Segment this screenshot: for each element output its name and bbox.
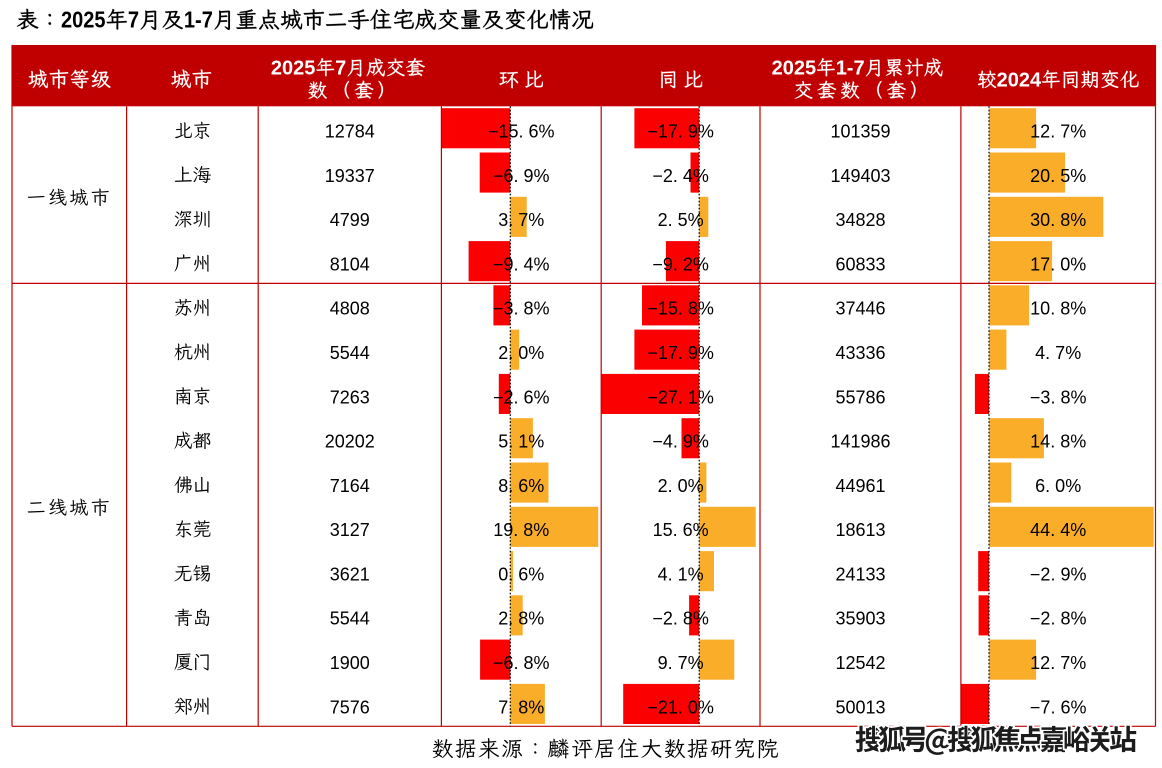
svg-text:2025: 2025 bbox=[271, 57, 316, 79]
svg-text:−3. 8%: −3. 8% bbox=[1030, 387, 1087, 407]
svg-text:7: 7 bbox=[335, 57, 346, 79]
svg-text:149403: 149403 bbox=[830, 166, 890, 186]
svg-text:14. 8%: 14. 8% bbox=[1030, 432, 1086, 452]
svg-text:3127: 3127 bbox=[330, 520, 370, 540]
svg-text:20. 5%: 20. 5% bbox=[1030, 166, 1086, 186]
svg-text:4808: 4808 bbox=[330, 299, 370, 319]
svg-text:−15. 8%: −15. 8% bbox=[647, 299, 714, 319]
svg-text:−2. 9%: −2. 9% bbox=[1030, 565, 1087, 585]
svg-text:7: 7 bbox=[128, 6, 139, 32]
svg-text:−9. 2%: −9. 2% bbox=[652, 255, 709, 275]
svg-text:−2. 4%: −2. 4% bbox=[652, 166, 709, 186]
svg-text:9. 7%: 9. 7% bbox=[658, 653, 704, 673]
svg-text:7164: 7164 bbox=[330, 476, 370, 496]
svg-text:1-7: 1-7 bbox=[184, 6, 213, 32]
svg-text:43336: 43336 bbox=[835, 343, 885, 363]
svg-text:2025: 2025 bbox=[772, 57, 817, 79]
svg-text:1900: 1900 bbox=[330, 653, 370, 673]
svg-text:30. 8%: 30. 8% bbox=[1030, 210, 1086, 230]
svg-text:2025: 2025 bbox=[61, 6, 106, 32]
svg-text:7263: 7263 bbox=[330, 387, 370, 407]
svg-text:2. 8%: 2. 8% bbox=[498, 609, 544, 629]
svg-text:−17. 9%: −17. 9% bbox=[647, 343, 714, 363]
svg-text:37446: 37446 bbox=[835, 299, 885, 319]
svg-text:10. 8%: 10. 8% bbox=[1030, 299, 1086, 319]
svg-text:−27. 1%: −27. 1% bbox=[647, 387, 714, 407]
svg-text:18613: 18613 bbox=[835, 520, 885, 540]
svg-text:15. 6%: 15. 6% bbox=[653, 520, 709, 540]
svg-text:141986: 141986 bbox=[830, 432, 890, 452]
svg-text:35903: 35903 bbox=[835, 609, 885, 629]
svg-text:5544: 5544 bbox=[330, 609, 370, 629]
svg-text:5544: 5544 bbox=[330, 343, 370, 363]
svg-text:0. 6%: 0. 6% bbox=[498, 565, 544, 585]
svg-text:−15. 6%: −15. 6% bbox=[488, 122, 555, 142]
svg-text:4. 7%: 4. 7% bbox=[1035, 343, 1081, 363]
svg-text:12784: 12784 bbox=[325, 122, 375, 142]
svg-text:−2. 8%: −2. 8% bbox=[652, 609, 709, 629]
svg-text:−4. 9%: −4. 9% bbox=[652, 432, 709, 452]
svg-text:24133: 24133 bbox=[835, 565, 885, 585]
svg-text:44. 4%: 44. 4% bbox=[1030, 520, 1086, 540]
svg-text:3. 7%: 3. 7% bbox=[498, 210, 544, 230]
svg-text:2. 0%: 2. 0% bbox=[658, 476, 704, 496]
svg-text:101359: 101359 bbox=[830, 122, 890, 142]
svg-text:2. 5%: 2. 5% bbox=[658, 210, 704, 230]
svg-text:−3. 8%: −3. 8% bbox=[493, 299, 550, 319]
svg-text:2024: 2024 bbox=[997, 69, 1042, 91]
svg-text:8. 6%: 8. 6% bbox=[498, 476, 544, 496]
svg-text:−9. 4%: −9. 4% bbox=[493, 255, 550, 275]
svg-text:−21. 0%: −21. 0% bbox=[647, 697, 714, 717]
svg-text:−2. 6%: −2. 6% bbox=[493, 387, 550, 407]
svg-text:2. 0%: 2. 0% bbox=[498, 343, 544, 363]
svg-text:4. 1%: 4. 1% bbox=[658, 565, 704, 585]
svg-text:7. 8%: 7. 8% bbox=[498, 697, 544, 717]
svg-text:4799: 4799 bbox=[330, 210, 370, 230]
svg-text:19337: 19337 bbox=[325, 166, 375, 186]
svg-text:55786: 55786 bbox=[835, 387, 885, 407]
svg-text:5. 1%: 5. 1% bbox=[498, 432, 544, 452]
svg-text:34828: 34828 bbox=[835, 210, 885, 230]
svg-text:3621: 3621 bbox=[330, 565, 370, 585]
svg-text:1-7: 1-7 bbox=[836, 57, 865, 79]
svg-text:12. 7%: 12. 7% bbox=[1030, 653, 1086, 673]
svg-text:−7. 6%: −7. 6% bbox=[1030, 697, 1087, 717]
svg-text:20202: 20202 bbox=[325, 432, 375, 452]
svg-text:8104: 8104 bbox=[330, 255, 370, 275]
svg-text:44961: 44961 bbox=[835, 476, 885, 496]
svg-text:6. 0%: 6. 0% bbox=[1035, 476, 1081, 496]
svg-text:19. 8%: 19. 8% bbox=[493, 520, 549, 540]
svg-text:12542: 12542 bbox=[835, 653, 885, 673]
svg-text:−2. 8%: −2. 8% bbox=[1030, 609, 1087, 629]
svg-text:60833: 60833 bbox=[835, 255, 885, 275]
svg-text:−6. 9%: −6. 9% bbox=[493, 166, 550, 186]
svg-text:50013: 50013 bbox=[835, 697, 885, 717]
svg-text:17. 0%: 17. 0% bbox=[1030, 255, 1086, 275]
svg-text:−6. 8%: −6. 8% bbox=[493, 653, 550, 673]
svg-text:12. 7%: 12. 7% bbox=[1030, 122, 1086, 142]
svg-text:−17. 9%: −17. 9% bbox=[647, 122, 714, 142]
svg-text:7576: 7576 bbox=[330, 697, 370, 717]
